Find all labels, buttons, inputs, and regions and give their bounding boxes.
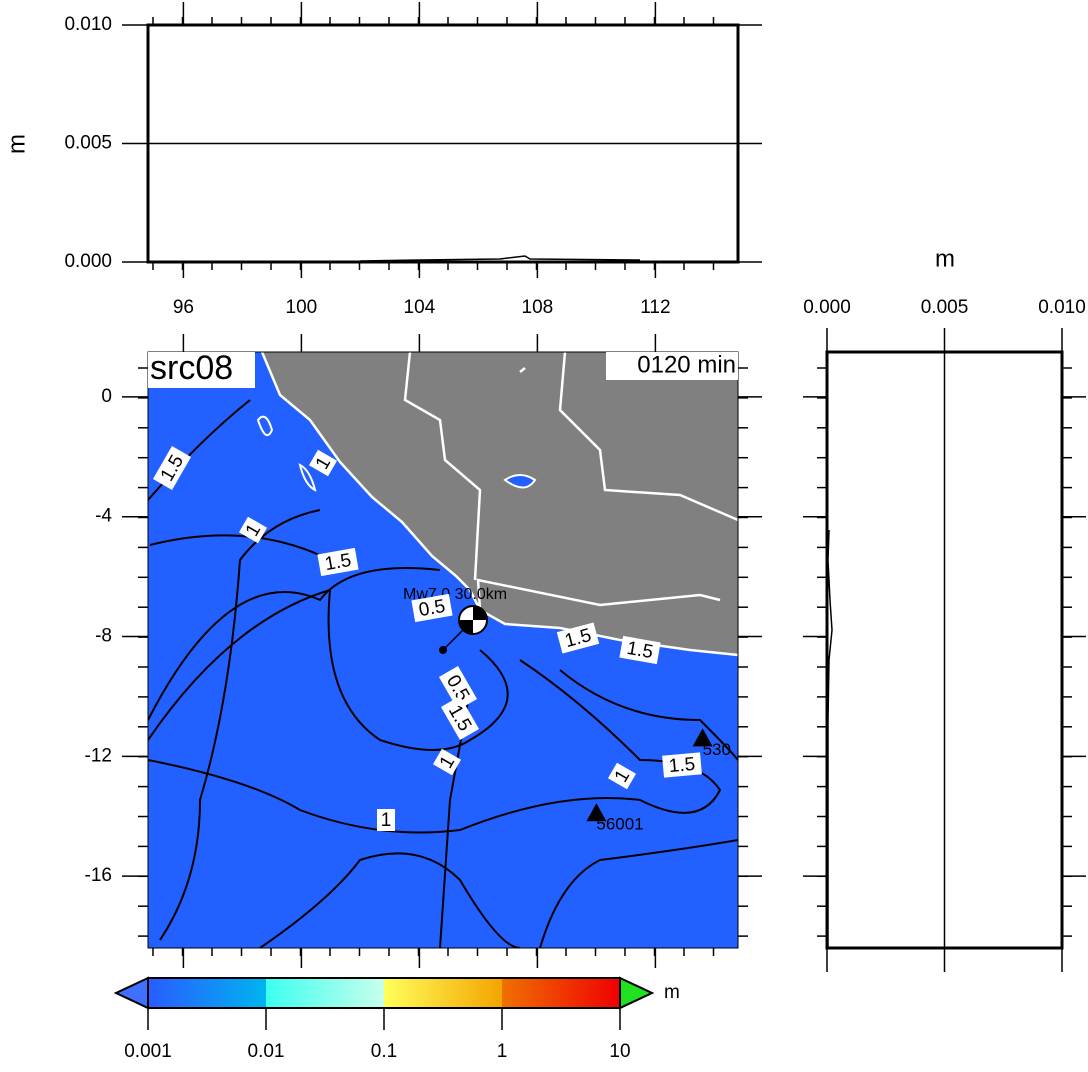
contour-label: 1.5 [625,638,655,663]
contour-label-group: 1.5 [556,622,600,654]
profile [827,529,833,948]
colorbar-segment [148,978,266,1008]
y-tick-label: -16 [85,865,112,886]
epicenter [439,646,447,654]
x-tick-label: 112 [640,297,670,318]
x-tick-label: 0.000 [803,297,851,318]
contour-label-box [238,516,268,544]
y-tick-label: 0 [101,386,112,407]
colorbar-under [113,976,149,1010]
station [586,803,607,822]
colorbar-tick-label: 0.01 [248,1041,285,1062]
map-frame [147,351,739,949]
y-tick-label: -12 [85,745,112,766]
y-tick-label: 0.010 [64,14,112,35]
contour-label-box [152,446,192,490]
colorbar-tick-label: 0.001 [124,1041,172,1062]
y-tick-label: -4 [95,506,112,527]
y-tick-label: 0.000 [64,251,112,272]
contour-label-group: 1.5 [317,547,359,577]
y-tick-label: -8 [95,626,112,647]
x-tick-label: 0.005 [921,297,969,318]
contour-label-box [607,762,637,790]
land [262,352,738,655]
contour-label-box [440,696,480,740]
contour-label-box [619,635,661,665]
contour-label-box [308,449,338,477]
title-box [148,352,255,388]
colorbar-tick-label: 1 [497,1041,508,1062]
contour-label-group: 1.5 [662,752,702,778]
y-tick-label: 0.005 [64,133,112,154]
y-axis-label: m [3,134,30,154]
colorbar-unit: m [664,982,680,1003]
colorbar-tick-label: 10 [609,1041,630,1062]
contour-label-box [438,666,478,710]
x-tick-label: 100 [286,297,318,318]
contour-label-group: 1 [432,748,462,776]
colorbar-segment [384,978,502,1008]
contour-label: 1.5 [668,754,696,777]
contour-label-group: 1 [607,762,637,790]
contour-label: 0.5 [417,596,447,621]
x-tick-label: 96 [173,297,194,318]
x-tick-label: 0.010 [1038,297,1086,318]
contour-label-box [662,752,702,778]
contour-label: 1 [381,810,392,831]
waveform [359,255,641,262]
contour-label-group: 0.5 [411,593,453,623]
contour [148,399,441,721]
contour-label-group: 1 [377,809,395,831]
x-axis-label: m [935,245,955,272]
contour-label-box [377,809,395,831]
map-title: src08 [150,349,233,387]
coastline [260,352,738,657]
beachball-fill [459,606,487,634]
time-label: 0120 min [637,351,736,378]
time-box [606,352,738,380]
contour-label-box [556,622,600,654]
colorbar-over [619,976,655,1010]
x-tick-label: 104 [404,297,436,318]
contour [159,509,738,948]
contour-label-group: 1 [308,449,338,477]
contour-label-group: 1 [238,516,268,544]
station [692,728,713,747]
contour-label-box [432,748,462,776]
contour [148,659,722,834]
lakes-islands [256,415,537,492]
contour-label: 1.5 [323,550,353,575]
station-label: 530 [703,740,731,759]
colorbar-tick-label: 0.1 [371,1041,397,1062]
x-tick-label: 108 [522,297,554,318]
station-label: 56001 [596,815,643,834]
contour [148,588,509,751]
contour-label-box [411,593,453,623]
contour-label-box [317,547,359,577]
colorbar-segment [502,978,620,1008]
border-lines [403,352,738,611]
contour-label-group: 1.5 [619,635,661,665]
colorbar-segment [266,978,384,1008]
